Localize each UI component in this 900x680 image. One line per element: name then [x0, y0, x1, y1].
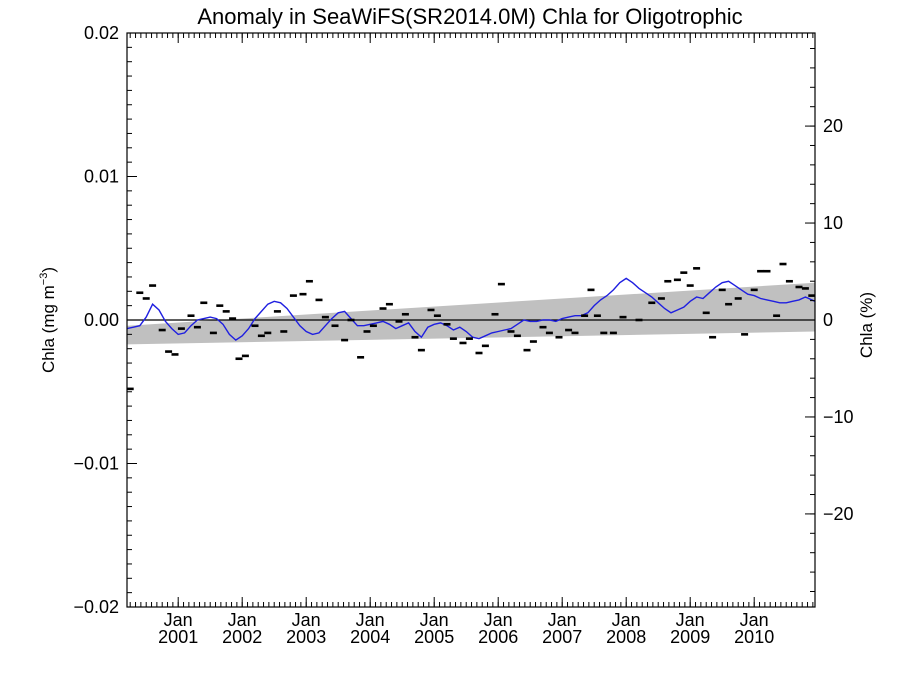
- x-tick-month: Jan: [420, 610, 449, 630]
- y-tick-label: −0.02: [73, 597, 119, 617]
- x-tick-month: Jan: [484, 610, 513, 630]
- chart-title: Anomaly in SeaWiFS(SR2014.0M) Chla for O…: [197, 4, 742, 29]
- x-tick-year: 2003: [286, 627, 326, 647]
- y-tick-label: 0.02: [84, 23, 119, 43]
- series-line-0: [127, 277, 815, 341]
- y2-tick-label: −10: [823, 407, 854, 427]
- series-line-layer: [127, 277, 815, 341]
- x-tick-year: 2002: [222, 627, 262, 647]
- x-tick-month: Jan: [356, 610, 385, 630]
- y2-tick-label: −20: [823, 504, 854, 524]
- y-tick-label: 0.01: [84, 167, 119, 187]
- y-axis-label: Chla (mg m−3): [38, 267, 58, 373]
- x-tick-year: 2005: [414, 627, 454, 647]
- x-tick-month: Jan: [292, 610, 321, 630]
- x-tick-year: 2001: [158, 627, 198, 647]
- x-tick-month: Jan: [612, 610, 641, 630]
- x-tick-year: 2007: [542, 627, 582, 647]
- y-axis-label-superscript: −3: [38, 273, 50, 286]
- axis-layer: −0.02−0.010.000.010.02−20−1001020Jan2001…: [73, 23, 853, 647]
- x-tick-year: 2010: [734, 627, 774, 647]
- x-tick-month: Jan: [164, 610, 193, 630]
- x-tick-month: Jan: [740, 610, 769, 630]
- y-tick-label: −0.01: [73, 454, 119, 474]
- y2-axis-label: Chla (%): [857, 292, 876, 358]
- y2-tick-label: 0: [823, 310, 833, 330]
- trend-band-layer: [127, 282, 815, 345]
- x-tick-month: Jan: [676, 610, 705, 630]
- x-tick-year: 2004: [350, 627, 390, 647]
- x-tick-year: 2009: [670, 627, 710, 647]
- y-axis-label-close: ): [39, 267, 58, 273]
- series-marker-layer: [127, 262, 815, 391]
- y-tick-label: 0.00: [84, 310, 119, 330]
- x-tick-month: Jan: [228, 610, 257, 630]
- x-tick-year: 2006: [478, 627, 518, 647]
- y2-tick-label: 20: [823, 116, 843, 136]
- y2-tick-label: 10: [823, 213, 843, 233]
- x-tick-month: Jan: [548, 610, 577, 630]
- y-axis-label-text: Chla (mg m: [39, 285, 58, 373]
- x-tick-year: 2008: [606, 627, 646, 647]
- trend-band: [127, 282, 815, 345]
